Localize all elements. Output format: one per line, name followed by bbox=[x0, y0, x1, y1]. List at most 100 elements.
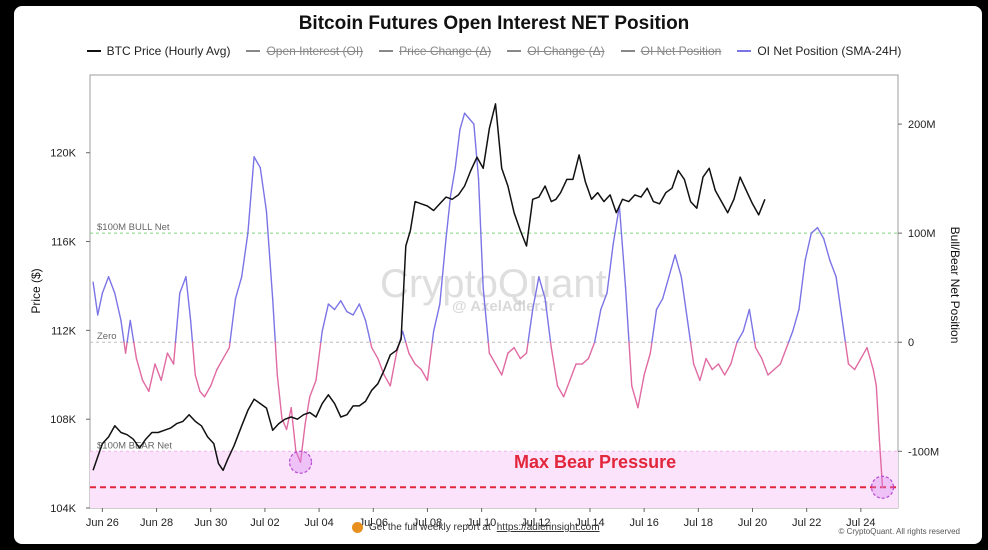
legend-label: BTC Price (Hourly Avg) bbox=[106, 44, 231, 58]
legend-item-4[interactable]: OI Net Position bbox=[620, 44, 722, 58]
oi-net-sma-segment bbox=[148, 363, 156, 392]
x-tick-label: Jul 12 bbox=[521, 517, 550, 529]
max-bear-pressure-annotation: Max Bear Pressure bbox=[514, 452, 677, 472]
oi-net-sma-segment bbox=[222, 346, 231, 360]
oi-net-sma-segment bbox=[531, 276, 540, 311]
reference-label-1: Zero bbox=[97, 331, 117, 342]
legend-label: OI Net Position bbox=[640, 44, 722, 58]
oi-net-sma-segment bbox=[527, 308, 534, 343]
x-tick-label: Jul 16 bbox=[629, 517, 658, 529]
left-tick-label: 120K bbox=[50, 148, 76, 160]
oi-net-sma-segment bbox=[538, 276, 546, 300]
oi-net-sma-segment bbox=[135, 357, 144, 382]
oi-net-sma-segment bbox=[643, 352, 652, 376]
oi-net-sma-segment bbox=[501, 352, 509, 376]
oi-net-sma-segment bbox=[97, 292, 104, 316]
oi-net-sma-segment bbox=[798, 259, 806, 311]
oi-net-sma-segment bbox=[792, 308, 800, 333]
oi-net-sma-segment bbox=[473, 123, 480, 180]
x-tick-label: Jul 18 bbox=[684, 517, 713, 529]
oi-net-sma-segment bbox=[445, 194, 452, 240]
oi-net-sma-segment bbox=[860, 346, 868, 360]
oi-net-sma-segment bbox=[668, 254, 676, 278]
oi-net-sma-segment bbox=[624, 286, 630, 343]
oi-net-sma-segment bbox=[166, 352, 175, 365]
oi-net-sma-segment bbox=[606, 243, 614, 294]
oi-net-sma-segment bbox=[662, 276, 670, 300]
oi-net-sma-segment bbox=[389, 352, 398, 387]
oi-net-sma-segment bbox=[477, 177, 484, 289]
x-tick-label: Jul 14 bbox=[575, 517, 604, 529]
oi-net-sma-segment bbox=[420, 368, 429, 382]
x-tick-label: Jun 30 bbox=[194, 517, 227, 529]
x-tick-label: Jul 24 bbox=[846, 517, 875, 529]
chart-title: Bitcoin Futures Open Interest NET Positi… bbox=[298, 13, 690, 34]
oi-net-sma-segment bbox=[369, 341, 373, 349]
oi-net-sma-segment bbox=[321, 303, 330, 333]
oi-net-sma-segment bbox=[556, 385, 565, 398]
legend-swatch-icon bbox=[379, 50, 394, 52]
legend-label: OI Change (Δ) bbox=[527, 44, 605, 58]
oi-net-sma-segment bbox=[593, 308, 602, 343]
legend-swatch-icon bbox=[737, 50, 752, 52]
oi-net-sma-segment bbox=[203, 385, 212, 398]
left-tick-label: 116K bbox=[51, 237, 77, 249]
oi-net-sma-segment bbox=[804, 232, 813, 262]
oi-net-sma-segment bbox=[327, 303, 336, 311]
oi-net-sma-segment bbox=[866, 346, 874, 371]
right-tick-label: 0 bbox=[908, 337, 914, 349]
footer-link[interactable]: https://adlerinsight.com bbox=[496, 522, 600, 533]
oi-net-sma-segment bbox=[333, 300, 342, 311]
legend-item-1[interactable]: Open Interest (OI) bbox=[246, 44, 363, 58]
oi-net-sma-segment bbox=[228, 341, 231, 349]
oi-net-sma-segment bbox=[210, 368, 218, 387]
legend-item-2[interactable]: Price Change (Δ) bbox=[379, 44, 491, 58]
oi-net-sma-segment bbox=[841, 319, 847, 343]
oi-net-sma-segment bbox=[785, 341, 790, 349]
legend-item-0[interactable]: BTC Price (Hourly Avg) bbox=[86, 44, 231, 58]
x-tick-label: Jul 04 bbox=[304, 517, 333, 529]
oi-net-sma-segment bbox=[829, 259, 837, 278]
oi-net-sma-segment bbox=[194, 374, 201, 392]
oi-net-sma-segment bbox=[519, 352, 528, 360]
oi-net-sma-segment bbox=[488, 352, 497, 365]
legend-item-3[interactable]: OI Change (Δ) bbox=[507, 44, 605, 58]
oi-net-sma-segment bbox=[304, 396, 311, 425]
oi-net-sma-segment bbox=[426, 341, 433, 382]
oi-net-sma-segment bbox=[101, 276, 110, 294]
oi-net-sma-segment bbox=[405, 341, 410, 354]
oi-net-sma-segment bbox=[463, 112, 470, 120]
x-tick-label: Jun 28 bbox=[140, 517, 173, 529]
legend-swatch-icon bbox=[246, 50, 261, 52]
oi-net-sma-segment bbox=[507, 346, 515, 354]
oi-net-sma-segment bbox=[628, 341, 633, 387]
oi-net-sma-segment bbox=[114, 292, 122, 322]
x-tick-label: Jul 20 bbox=[738, 517, 767, 529]
oi-net-sma-segment bbox=[253, 156, 261, 169]
oi-net-sma-segment bbox=[271, 297, 277, 343]
left-tick-label: 112K bbox=[51, 325, 77, 337]
oi-net-sma-segment bbox=[432, 303, 441, 333]
oi-net-sma-segment bbox=[600, 292, 608, 311]
oi-net-sma-segment bbox=[459, 112, 466, 131]
oi-net-sma-segment bbox=[129, 319, 135, 343]
oi-net-sma-segment bbox=[754, 346, 763, 360]
oi-net-sma-segment bbox=[358, 303, 367, 322]
oi-net-sma-segment bbox=[754, 341, 757, 349]
oi-net-sma-segment bbox=[107, 276, 116, 294]
bear-extreme-marker-0 bbox=[288, 450, 313, 474]
right-tick-label: -100M bbox=[908, 446, 939, 458]
watermark-brand: CryptoQuant bbox=[380, 262, 607, 306]
oi-net-sma-segment bbox=[631, 385, 639, 409]
right-tick-label: 200M bbox=[908, 119, 936, 131]
oi-net-sma-segment bbox=[265, 210, 274, 300]
oi-net-sma-segment bbox=[816, 226, 825, 240]
oi-net-sma-segment bbox=[383, 374, 391, 387]
legend-item-5[interactable]: OI Net Position (SMA-24H) bbox=[737, 44, 901, 58]
oi-net-sma-segment bbox=[487, 341, 491, 354]
oi-net-sma-segment bbox=[234, 276, 243, 300]
oi-net-sma-segment bbox=[651, 308, 658, 343]
footer-note: Get the full weekly report at https://ad… bbox=[352, 522, 600, 533]
oi-net-sma-segment bbox=[550, 346, 559, 387]
oi-net-sma-segment bbox=[120, 319, 125, 343]
